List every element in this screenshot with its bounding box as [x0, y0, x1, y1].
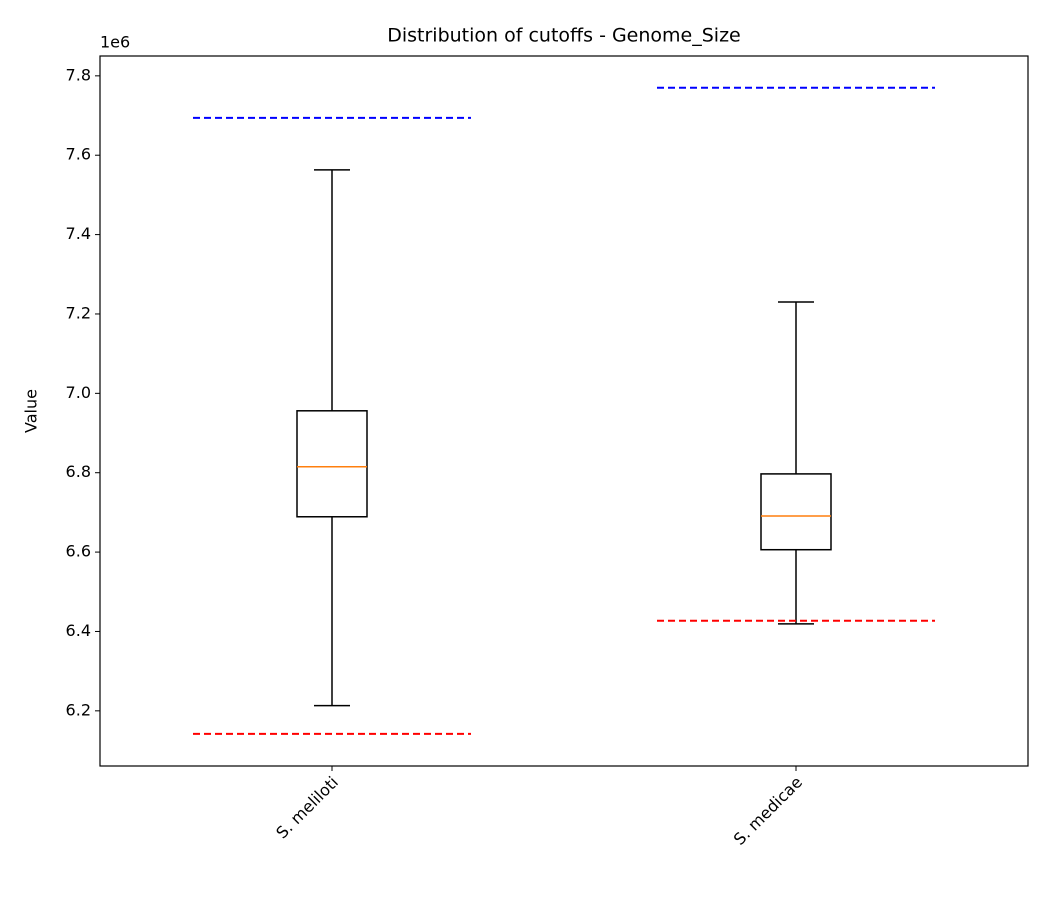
- x-tick-label: S. meliloti: [272, 773, 342, 843]
- box: [760, 473, 832, 551]
- y-tick-label: 7.2: [66, 303, 91, 322]
- y-tick-label: 7.6: [66, 145, 91, 164]
- y-axis-label: Value: [22, 389, 41, 433]
- y-tick-label: 6.4: [66, 621, 91, 640]
- y-tick-label: 6.2: [66, 700, 91, 719]
- y-tick-label: 7.0: [66, 383, 91, 402]
- x-tick-label: S. medicae: [730, 773, 806, 849]
- y-tick-label: 7.8: [66, 65, 91, 84]
- y-tick-label: 7.4: [66, 224, 91, 243]
- y-tick-label: 6.6: [66, 542, 91, 561]
- offset-label: 1e6: [100, 33, 130, 52]
- box: [296, 410, 368, 518]
- plot-frame: [99, 55, 1029, 767]
- chart-title: Distribution of cutoffs - Genome_Size: [387, 25, 741, 47]
- y-tick-label: 6.8: [66, 462, 91, 481]
